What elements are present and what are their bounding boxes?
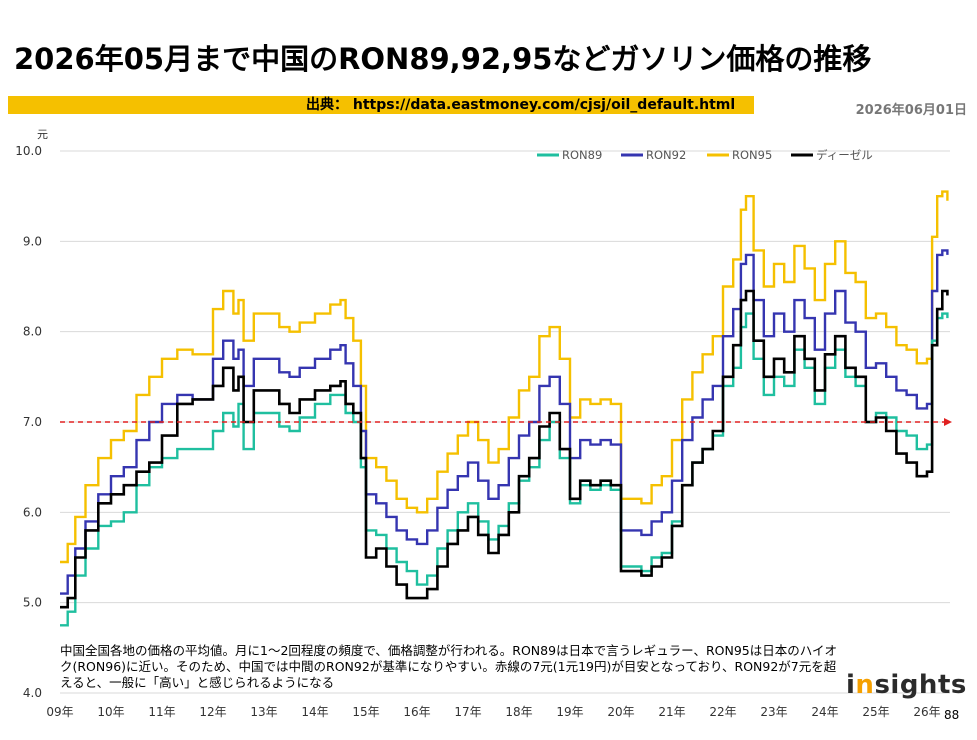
legend-label: ディーゼル [816, 148, 873, 162]
series-lines [60, 190, 949, 627]
y-tick-label: 8.0 [23, 325, 42, 339]
x-tick-label: 19年 [556, 705, 583, 719]
x-tick-label: 24年 [811, 705, 838, 719]
x-tick-label: 21年 [658, 705, 685, 719]
chart-note: 中国全国各地の価格の平均値。月に1～2回程度の頻度で、価格調整が行われる。RON… [60, 643, 840, 691]
x-tick-label: 12年 [199, 705, 226, 719]
x-axis: 09年 10年 11年 12年 13年 14年 15年 16年 17年 18年 19年 20年 21年 2… [46, 705, 940, 719]
series-line-3 [60, 289, 949, 609]
x-tick-label: 23年 [760, 705, 787, 719]
x-tick-label: 14年 [301, 705, 328, 719]
y-tick-label: 6.0 [23, 505, 42, 519]
y-axis-unit: 元 [37, 128, 48, 141]
logo-accent: n [855, 670, 875, 700]
series-line-0 [60, 312, 949, 627]
x-tick-label: 26年 [913, 705, 940, 719]
reference-line-group [60, 418, 952, 426]
x-tick-label: 20年 [607, 705, 634, 719]
insights-logo: insights [846, 670, 967, 700]
logo-rest: sights [874, 670, 967, 700]
x-tick-label: 13年 [250, 705, 277, 719]
legend-label: RON92 [646, 148, 686, 162]
y-tick-label: 5.0 [23, 596, 42, 610]
y-axis: 4.0 5.0 6.0 7.0 8.0 9.0 10.0 元 [15, 128, 48, 700]
source-bar [8, 96, 754, 114]
y-tick-label: 4.0 [23, 686, 42, 700]
chart-legend: RON89 RON92 RON95 ディーゼル [537, 148, 873, 162]
logo-prefix: i [846, 670, 856, 700]
x-tick-label: 15年 [352, 705, 379, 719]
legend-label: RON95 [732, 148, 772, 162]
y-tick-label: 9.0 [23, 234, 42, 248]
x-tick-label: 17年 [454, 705, 481, 719]
x-tick-label: 16年 [403, 705, 430, 719]
x-tick-label: 18年 [505, 705, 532, 719]
publish-date: 2026年06月01日 [855, 103, 967, 118]
y-tick-label: 7.0 [23, 415, 42, 429]
page-title: 2026年05月まで中国のRON89,92,95などガソリン価格の推移 [14, 42, 872, 76]
x-tick-label: 11年 [148, 705, 175, 719]
x-tick-label: 22年 [709, 705, 736, 719]
x-tick-label: 09年 [46, 705, 73, 719]
reference-arrow [944, 418, 952, 426]
legend-label: RON89 [562, 148, 602, 162]
x-tick-label: 25年 [862, 705, 889, 719]
y-tick-label: 10.0 [15, 144, 42, 158]
source-link[interactable]: 出典： https://data.eastmoney.com/cjsj/oil_… [306, 97, 736, 113]
page-number: 88 [944, 708, 960, 722]
x-tick-label: 10年 [97, 705, 124, 719]
series-line-2 [60, 190, 949, 564]
